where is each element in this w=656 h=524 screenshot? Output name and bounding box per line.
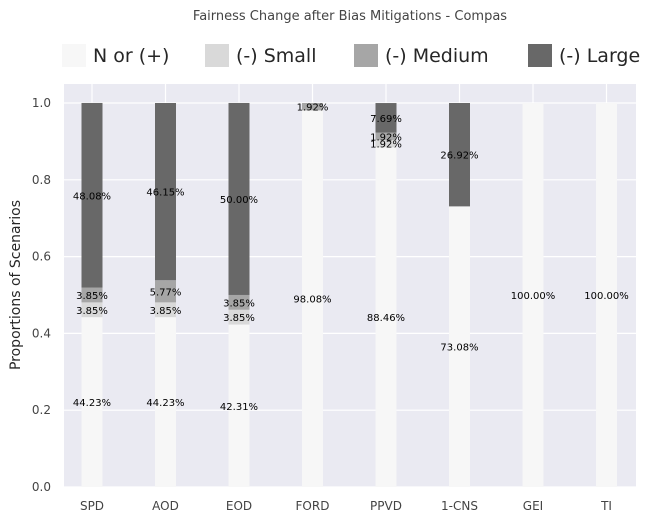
bar-ppvd-large xyxy=(375,103,397,133)
x-tick-label: GEI xyxy=(523,499,543,513)
legend: N or (+) (-) Small (-) Medium (-) Large xyxy=(62,44,640,67)
data-label: 42.31% xyxy=(220,402,258,413)
legend-label-n-or: N or (+) xyxy=(93,45,169,67)
data-label: 5.77% xyxy=(150,287,182,298)
legend-swatch-small xyxy=(205,44,229,67)
bar-spd-small xyxy=(81,302,103,318)
bar-ppvd-small xyxy=(375,139,397,148)
bar-1-cns-large xyxy=(449,103,470,207)
y-tick-label: 0.8 xyxy=(32,173,51,187)
data-label: 3.85% xyxy=(76,306,108,317)
data-label: 1.92% xyxy=(370,132,402,143)
data-label: 48.08% xyxy=(73,191,111,202)
y-tick-label: 0.2 xyxy=(32,403,51,417)
data-label: 100.00% xyxy=(584,291,629,302)
bar-aod-medium xyxy=(155,280,176,303)
x-tick-label: AOD xyxy=(152,499,179,513)
chart-title: Fairness Change after Bias Mitigations -… xyxy=(193,9,507,24)
data-label: 100.00% xyxy=(511,291,556,302)
bar-aod-n-or xyxy=(155,317,176,487)
y-tick-label: 0.0 xyxy=(32,480,51,494)
bar-spd-large xyxy=(81,102,103,288)
data-label: 50.00% xyxy=(220,195,258,206)
data-label: 1.92% xyxy=(297,103,329,114)
plot-background xyxy=(64,84,636,487)
bar-eod-small xyxy=(228,309,250,325)
data-label: 3.85% xyxy=(150,306,182,317)
legend-label-medium: (-) Medium xyxy=(385,45,489,67)
legend-swatch-medium xyxy=(354,44,378,67)
bar-ti-n-or xyxy=(596,103,617,487)
data-label: 7.69% xyxy=(370,114,402,125)
legend-label-small: (-) Small xyxy=(236,45,317,67)
bar-eod-n-or xyxy=(228,324,250,487)
data-label: 3.85% xyxy=(76,291,108,302)
x-tick-label: 1-CNS xyxy=(441,499,478,513)
bar-1-cns-n-or xyxy=(449,206,470,487)
x-tick-label: TI xyxy=(600,499,612,513)
bar-spd-n-or xyxy=(81,317,103,487)
data-label: 1.92% xyxy=(370,140,402,151)
data-label: 88.46% xyxy=(367,313,405,324)
x-tick-label: FORD xyxy=(296,499,330,513)
bar-eod-large xyxy=(228,102,250,295)
bar-ppvd-medium xyxy=(375,132,397,140)
y-axis-label: Proportions of Scenarios xyxy=(8,200,24,370)
data-label: 73.08% xyxy=(440,343,478,354)
data-label: 46.15% xyxy=(146,188,184,199)
y-tick-label: 1.0 xyxy=(32,96,51,110)
y-tick-label: 0.6 xyxy=(32,250,51,264)
bar-ppvd-n-or xyxy=(375,147,397,487)
x-tick-label: SPD xyxy=(80,499,104,513)
y-axis-ticks: 0.0 0.2 0.4 0.6 0.8 1.0 xyxy=(32,96,51,494)
y-tick-label: 0.4 xyxy=(32,326,51,340)
bar-ford-medium xyxy=(302,103,323,111)
legend-swatch-n-or xyxy=(62,44,86,67)
bar-ford-n-or xyxy=(302,110,323,487)
data-label: 3.85% xyxy=(223,313,255,324)
data-label: 44.23% xyxy=(73,398,111,409)
bar-spd-medium xyxy=(81,287,103,303)
data-label: 3.85% xyxy=(223,298,255,309)
data-label: 26.92% xyxy=(440,151,478,162)
bar-gei-n-or xyxy=(522,103,544,487)
legend-label-large: (-) Large xyxy=(559,45,640,67)
x-tick-label: PPVD xyxy=(370,499,402,513)
bars xyxy=(81,102,617,487)
data-labels: 44.23% 3.85% 3.85% 48.08% 44.23% 3.85% 5.77% 46… xyxy=(73,103,629,413)
bar-aod-small xyxy=(155,302,176,318)
x-axis-ticks: SPD AOD EOD FORD PPVD 1-CNS GEI TI xyxy=(80,499,612,513)
x-tick-label: EOD xyxy=(226,499,252,513)
bar-aod-large xyxy=(155,103,176,281)
data-label: 44.23% xyxy=(146,398,184,409)
data-label: 98.08% xyxy=(293,295,331,306)
bar-eod-medium xyxy=(228,294,250,310)
legend-swatch-large xyxy=(528,44,552,67)
